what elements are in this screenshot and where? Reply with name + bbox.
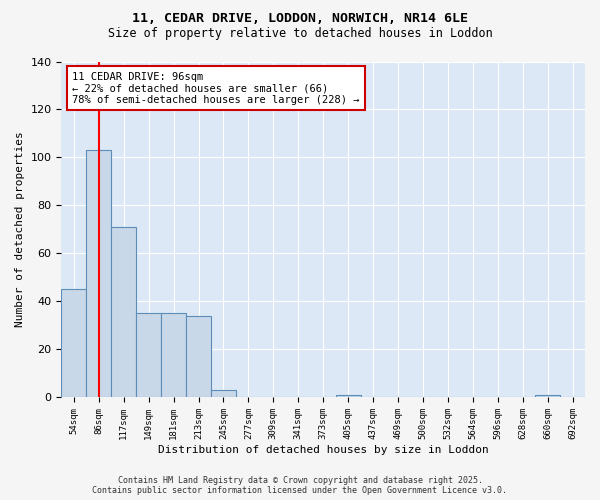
Bar xyxy=(111,227,136,398)
Text: Contains HM Land Registry data © Crown copyright and database right 2025.
Contai: Contains HM Land Registry data © Crown c… xyxy=(92,476,508,495)
Text: Size of property relative to detached houses in Loddon: Size of property relative to detached ho… xyxy=(107,28,493,40)
Bar xyxy=(535,395,560,398)
Y-axis label: Number of detached properties: Number of detached properties xyxy=(15,132,25,328)
Bar xyxy=(61,290,86,398)
Bar xyxy=(211,390,236,398)
Bar xyxy=(186,316,211,398)
Text: 11 CEDAR DRIVE: 96sqm
← 22% of detached houses are smaller (66)
78% of semi-deta: 11 CEDAR DRIVE: 96sqm ← 22% of detached … xyxy=(72,72,359,105)
X-axis label: Distribution of detached houses by size in Loddon: Distribution of detached houses by size … xyxy=(158,445,488,455)
Bar xyxy=(136,314,161,398)
Bar xyxy=(161,314,186,398)
Bar xyxy=(335,395,361,398)
Text: 11, CEDAR DRIVE, LODDON, NORWICH, NR14 6LE: 11, CEDAR DRIVE, LODDON, NORWICH, NR14 6… xyxy=(132,12,468,26)
Bar xyxy=(86,150,111,398)
